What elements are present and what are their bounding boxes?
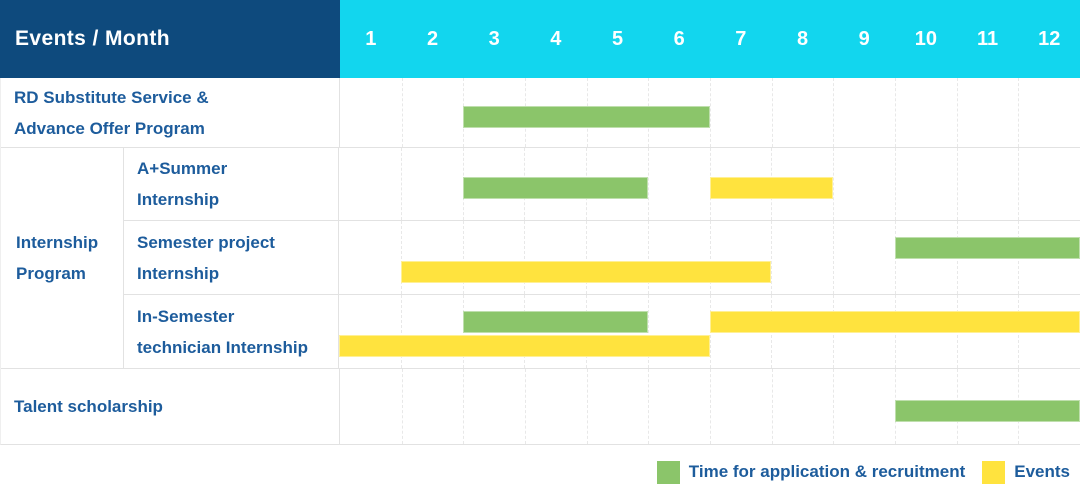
timeline-cell [339, 295, 1080, 368]
row-label-talent-scholarship: Talent scholarship [1, 369, 340, 444]
application-bar [462, 177, 648, 199]
application-bar [894, 236, 1080, 259]
month-gridline [648, 369, 650, 444]
month-label-3: 3 [488, 27, 500, 50]
month-gridline [401, 78, 403, 147]
month-gridline [956, 148, 958, 220]
month-gridline [401, 369, 403, 444]
legend-label-events: Events [1014, 462, 1070, 481]
month-header-row: 1 2 3 4 5 6 7 8 9 10 11 12 [340, 0, 1080, 78]
month-gridline [647, 148, 649, 220]
table-row: RD Substitute Service & Advance Offer Pr… [1, 78, 1080, 147]
legend-item-events: Events [982, 460, 1070, 484]
legend-item-application: Time for application & recruitment [656, 460, 966, 484]
events-month-header-cell: Events / Month [0, 0, 340, 78]
event-bar [400, 260, 772, 283]
month-gridline [771, 221, 773, 294]
table-row: A+Summer Internship [124, 148, 1080, 220]
month-gridline [710, 78, 711, 147]
month-label-7: 7 [735, 27, 747, 50]
month-gridline [956, 78, 958, 147]
table-header: Events / Month 1 2 3 4 5 6 7 8 9 10 11 12 [0, 0, 1080, 78]
table-body: RD Substitute Service & Advance Offer Pr… [0, 78, 1080, 445]
month-label-10: 10 [914, 27, 937, 50]
timeline-cell [340, 78, 1080, 147]
timeline-cell [339, 148, 1080, 220]
month-gridline [586, 369, 588, 444]
month-gridline [524, 221, 526, 294]
month-gridline [647, 295, 649, 368]
month-gridline [525, 369, 526, 444]
month-label-8: 8 [796, 27, 809, 50]
application-swatch-icon [656, 460, 680, 484]
application-bar [462, 310, 648, 333]
month-gridline [1018, 78, 1020, 147]
legend-label-application: Time for application & recruitment [688, 462, 966, 481]
table-row: Semester project Internship [124, 220, 1080, 294]
month-gridline [833, 148, 834, 220]
timeline-cell [339, 221, 1080, 294]
row-label-a-plus-summer: A+Summer Internship [124, 148, 339, 220]
application-bar [895, 399, 1080, 422]
month-gridline [586, 221, 587, 294]
month-gridline [400, 295, 402, 368]
event-bar [339, 334, 710, 357]
table-row: Talent scholarship [1, 368, 1080, 444]
month-gridline [833, 221, 834, 294]
month-label-4: 4 [550, 27, 562, 50]
month-gridline [463, 369, 465, 444]
month-gridline [400, 221, 402, 294]
event-bar [709, 310, 1080, 333]
month-label-1: 1 [365, 27, 377, 50]
month-gridline [895, 78, 896, 147]
month-gridline [894, 148, 896, 220]
legend: Time for application & recruitment Event… [0, 453, 1080, 491]
month-label-6: 6 [673, 27, 685, 50]
row-label-rd-substitute: RD Substitute Service & Advance Offer Pr… [1, 78, 340, 147]
month-gridline [771, 78, 773, 147]
month-gridline [462, 221, 464, 294]
month-gridline [710, 369, 711, 444]
group-label-internship-program: Internship Program [1, 148, 124, 368]
event-bar [709, 177, 833, 199]
month-label-9: 9 [858, 27, 870, 50]
internship-program-section: Internship Program A+Summer Internship S… [1, 147, 1080, 368]
month-gridline [833, 78, 835, 147]
month-label-5: 5 [611, 27, 624, 50]
month-gridline [833, 369, 835, 444]
month-gridline [647, 221, 649, 294]
application-bar [463, 105, 710, 128]
month-gridline [1018, 148, 1020, 220]
month-label-11: 11 [976, 27, 999, 50]
internship-sub-rows: A+Summer Internship Semester project Int… [124, 148, 1080, 368]
timeline-cell [340, 369, 1080, 444]
month-gridline [771, 369, 773, 444]
month-label-2: 2 [426, 27, 439, 50]
row-label-in-semester-technician: In-Semester technician Internship [124, 295, 339, 368]
month-gridline [709, 221, 711, 294]
month-label-12: 12 [1038, 27, 1061, 50]
event-swatch-icon [982, 460, 1006, 484]
row-label-semester-project: Semester project Internship [124, 221, 339, 294]
table-row: In-Semester technician Internship [124, 294, 1080, 368]
month-gridline [400, 148, 402, 220]
